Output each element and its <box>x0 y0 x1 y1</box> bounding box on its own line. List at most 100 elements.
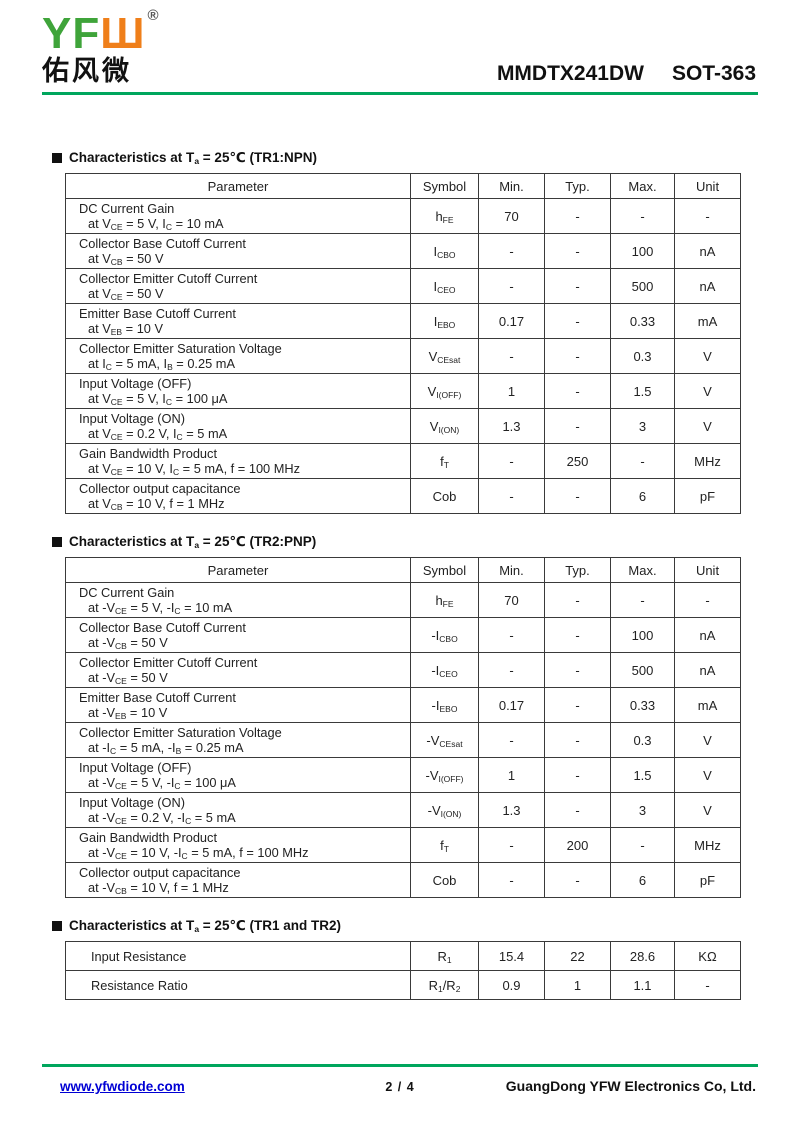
typ-value-cell: - <box>544 233 611 269</box>
typ-value-cell: - <box>544 478 611 514</box>
column-header-min: Min. <box>478 557 545 583</box>
min-value-cell: 70 <box>478 582 545 618</box>
min-value-cell: 1 <box>478 373 545 409</box>
max-value-cell: 0.33 <box>610 687 675 723</box>
table-row: Emitter Base Cutoff Current at -VEB = 10 … <box>65 687 741 723</box>
section-heading-text: Characteristics at Ta = 25℃ (TR1:NPN) <box>69 150 318 166</box>
logo-chinese-name: 佑风微 <box>42 56 132 86</box>
symbol-cell: VI(ON) <box>410 408 479 444</box>
max-value-cell: 500 <box>610 268 675 304</box>
min-value-cell: - <box>478 827 545 863</box>
symbol-cell: IEBO <box>410 303 479 339</box>
max-value-cell: 3 <box>610 408 675 444</box>
symbol-cell: -ICBO <box>410 617 479 653</box>
parameter-cell: Input Voltage (OFF) at VCE = 5 V, IC = 10… <box>65 373 411 409</box>
unit-cell: - <box>674 970 741 1000</box>
typ-value-cell: - <box>544 792 611 828</box>
typ-value-cell: - <box>544 652 611 688</box>
page-content: Characteristics at Ta = 25℃ (TR1:NPN) Pa… <box>52 150 752 1000</box>
parameter-cell: DC Current Gain at -VCE = 5 V, -IC = 10 m… <box>65 582 411 618</box>
max-value-cell: 0.33 <box>610 303 675 339</box>
parameter-cell: Collector Emitter Cutoff Current at VCE =… <box>65 268 411 304</box>
max-value-cell: 100 <box>610 617 675 653</box>
parameter-cell: Collector output capacitance at -VCB = 10… <box>65 862 411 898</box>
table-row: DC Current Gain at VCE = 5 V, IC = 10 mA h… <box>65 198 741 234</box>
column-header-symbol: Symbol <box>410 557 479 583</box>
unit-cell: MHz <box>674 827 741 863</box>
max-value-cell: 3 <box>610 792 675 828</box>
section-tr1-npn: Characteristics at Ta = 25℃ (TR1:NPN) Pa… <box>52 150 752 514</box>
typ-value-cell: - <box>544 338 611 374</box>
typ-value-cell: - <box>544 757 611 793</box>
max-value-cell: 100 <box>610 233 675 269</box>
typ-value-cell: - <box>544 198 611 234</box>
npn-characteristics-table: Parameter Symbol Min. Typ. Max. Unit DC … <box>65 173 741 514</box>
symbol-cell: fT <box>410 443 479 479</box>
table-row: DC Current Gain at -VCE = 5 V, -IC = 10 m… <box>65 582 741 618</box>
website-link[interactable]: www.yfwdiode.com <box>60 1079 185 1094</box>
unit-cell: pF <box>674 478 741 514</box>
typ-value-cell: 22 <box>544 941 611 971</box>
table-row: Input Voltage (OFF) at -VCE = 5 V, -IC = … <box>65 757 741 793</box>
min-value-cell: 0.17 <box>478 303 545 339</box>
column-header-min: Min. <box>478 173 545 199</box>
table-header: Parameter Symbol Min. Typ. Max. Unit <box>65 557 741 583</box>
unit-cell: mA <box>674 303 741 339</box>
table-header: Parameter Symbol Min. Typ. Max. Unit <box>65 173 741 199</box>
section-heading-tr2: Characteristics at Ta = 25℃ (TR2:PNP) <box>52 534 752 550</box>
min-value-cell: 15.4 <box>478 941 545 971</box>
section-heading-text: Characteristics at Ta = 25℃ (TR2:PNP) <box>69 534 317 550</box>
typ-value-cell: - <box>544 687 611 723</box>
symbol-cell: VCEsat <box>410 338 479 374</box>
parameter-cell: Emitter Base Cutoff Current at -VEB = 10 … <box>65 687 411 723</box>
table-row: Collector Base Cutoff Current at -VCB = 5… <box>65 617 741 653</box>
min-value-cell: - <box>478 338 545 374</box>
unit-cell: V <box>674 373 741 409</box>
section-heading-tr1-tr2: Characteristics at Ta = 25℃ (TR1 and TR2… <box>52 918 752 934</box>
max-value-cell: - <box>610 827 675 863</box>
min-value-cell: - <box>478 478 545 514</box>
symbol-cell: -ICEO <box>410 652 479 688</box>
table-row: Gain Bandwidth Product at VCE = 10 V, IC … <box>65 443 741 479</box>
unit-cell: KΩ <box>674 941 741 971</box>
page-number: 2 / 4 <box>385 1080 415 1094</box>
max-value-cell: 1.1 <box>610 970 675 1000</box>
unit-cell: nA <box>674 268 741 304</box>
symbol-cell: R1 <box>410 941 479 971</box>
document-title: MMDTX241DW SOT-363 <box>497 62 756 86</box>
column-header-parameter: Parameter <box>65 173 411 199</box>
table-row: Input Voltage (OFF) at VCE = 5 V, IC = 10… <box>65 373 741 409</box>
max-value-cell: 6 <box>610 478 675 514</box>
table-row: Input Voltage (ON) at -VCE = 0.2 V, -IC =… <box>65 792 741 828</box>
yfw-logo: YFШ ® 佑风微 <box>42 8 160 85</box>
table-row: Collector output capacitance at -VCB = 10… <box>65 862 741 898</box>
resistor-characteristics-table: Input Resistance R1 15.4 22 28.6 KΩ Resistance… <box>65 941 741 1000</box>
max-value-cell: 1.5 <box>610 373 675 409</box>
section-tr1-and-tr2: Characteristics at Ta = 25℃ (TR1 and TR2… <box>52 918 752 1000</box>
unit-cell: V <box>674 722 741 758</box>
typ-value-cell: - <box>544 862 611 898</box>
max-value-cell: - <box>610 582 675 618</box>
max-value-cell: 1.5 <box>610 757 675 793</box>
unit-cell: MHz <box>674 443 741 479</box>
section-tr2-pnp: Characteristics at Ta = 25℃ (TR2:PNP) Pa… <box>52 534 752 898</box>
symbol-cell: hFE <box>410 198 479 234</box>
max-value-cell: - <box>610 443 675 479</box>
column-header-max: Max. <box>610 173 675 199</box>
footer-divider-line <box>42 1064 758 1067</box>
unit-cell: V <box>674 792 741 828</box>
column-header-parameter: Parameter <box>65 557 411 583</box>
unit-cell: pF <box>674 862 741 898</box>
parameter-cell: Resistance Ratio <box>65 970 411 1000</box>
min-value-cell: 1 <box>478 757 545 793</box>
parameter-cell: Gain Bandwidth Product at VCE = 10 V, IC … <box>65 443 411 479</box>
typ-value-cell: - <box>544 408 611 444</box>
typ-value-cell: - <box>544 303 611 339</box>
unit-cell: V <box>674 338 741 374</box>
parameter-cell: Collector Base Cutoff Current at VCB = 50… <box>65 233 411 269</box>
parameter-cell: Collector output capacitance at VCB = 10 … <box>65 478 411 514</box>
parameter-cell: Collector Emitter Cutoff Current at -VCE … <box>65 652 411 688</box>
table-row: Collector output capacitance at VCB = 10 … <box>65 478 741 514</box>
page-footer: www.yfwdiode.com 2 / 4 GuangDong YFW Ele… <box>42 1076 758 1098</box>
column-header-symbol: Symbol <box>410 173 479 199</box>
